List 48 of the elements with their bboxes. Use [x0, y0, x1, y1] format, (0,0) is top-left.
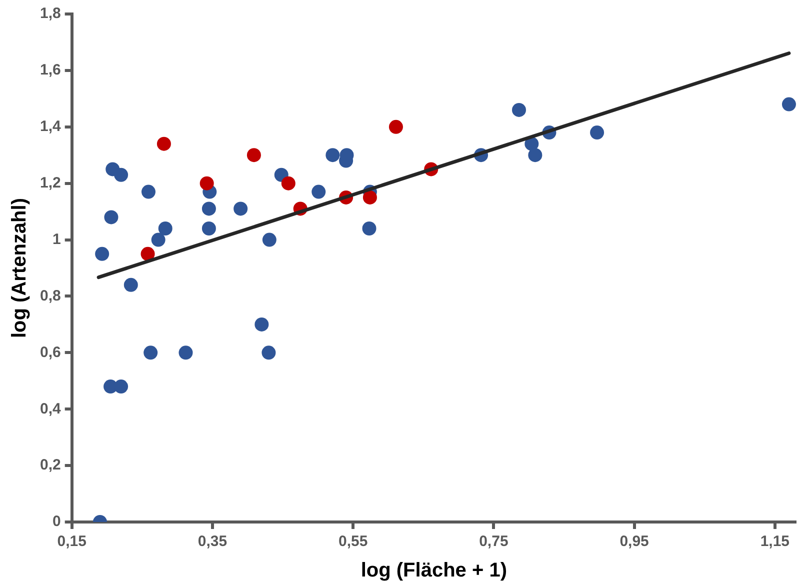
y-tick-label: 0,6 — [40, 344, 61, 361]
point — [590, 126, 604, 140]
point — [202, 202, 216, 216]
point — [388, 120, 403, 134]
y-tick-label: 0,8 — [40, 287, 61, 304]
y-tick-label: 0 — [52, 513, 61, 530]
point — [141, 184, 156, 199]
point — [782, 97, 796, 112]
point — [178, 346, 193, 360]
point — [262, 232, 276, 247]
y-tick-label: 1 — [52, 230, 61, 248]
point — [95, 246, 110, 261]
point — [124, 278, 138, 292]
point — [312, 184, 326, 199]
point — [114, 168, 128, 182]
point — [362, 221, 376, 236]
point — [151, 232, 166, 247]
x-tick-label: 0,75 — [479, 533, 508, 550]
point — [234, 202, 248, 216]
y-tick-label: 1,8 — [40, 5, 61, 22]
y-tick-label: 0,4 — [40, 400, 62, 418]
point — [200, 176, 214, 190]
y-tick-label: 1,4 — [40, 118, 62, 136]
x-tick-label: 0,95 — [620, 533, 649, 550]
point — [246, 148, 261, 162]
point — [281, 176, 296, 190]
point — [104, 210, 118, 224]
point — [202, 221, 216, 236]
point — [326, 148, 340, 162]
x-tick-label: 0,55 — [338, 533, 368, 550]
x-tick-label: 1,15 — [760, 533, 790, 550]
y-tick-label: 0,2 — [40, 456, 61, 474]
y-axis-title: log (Artenzahl) — [8, 198, 31, 338]
point — [254, 317, 269, 332]
x-tick-label: 0,35 — [198, 533, 228, 550]
point — [156, 136, 171, 151]
x-tick-label: 0,15 — [57, 533, 86, 550]
x-axis-title: log (Fläche + 1) — [360, 560, 508, 582]
point — [512, 102, 526, 117]
y-tick-label: 1,6 — [40, 62, 61, 79]
y-tick-label: 1,2 — [40, 174, 61, 192]
point — [140, 246, 155, 261]
point — [528, 148, 542, 162]
point — [114, 380, 128, 394]
point — [362, 190, 377, 204]
point — [262, 346, 276, 360]
point — [144, 346, 158, 360]
point — [158, 221, 172, 236]
